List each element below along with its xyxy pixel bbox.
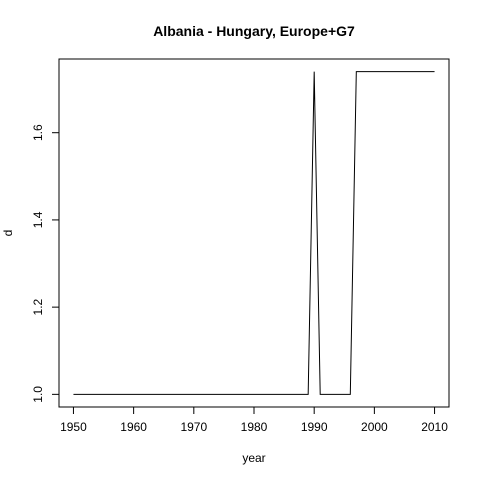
x-tick-label: 2000 — [361, 420, 388, 434]
x-tick-label: 1970 — [180, 420, 207, 434]
y-tick-label: 1.2 — [31, 298, 45, 315]
series-group — [73, 71, 435, 395]
y-tick-label: 1.0 — [31, 386, 45, 403]
series-line — [73, 71, 435, 395]
x-axis-label: year — [242, 451, 265, 465]
x-tick-label: 1980 — [241, 420, 268, 434]
x-axis: 1950 1960 1970 1980 1990 2000 2010 — [60, 406, 448, 434]
y-axis: 1.0 1.2 1.4 1.6 — [31, 124, 60, 403]
x-tick-label: 1950 — [60, 420, 87, 434]
chart-title: Albania - Hungary, Europe+G7 — [153, 23, 355, 39]
x-tick-label: 2010 — [421, 420, 448, 434]
x-tick-label: 1960 — [120, 420, 147, 434]
y-tick-label: 1.4 — [31, 211, 45, 228]
x-tick-label: 1990 — [301, 420, 328, 434]
y-axis-label: d — [1, 230, 15, 237]
plot-area-frame — [58, 58, 450, 408]
y-tick-label: 1.6 — [31, 124, 45, 141]
